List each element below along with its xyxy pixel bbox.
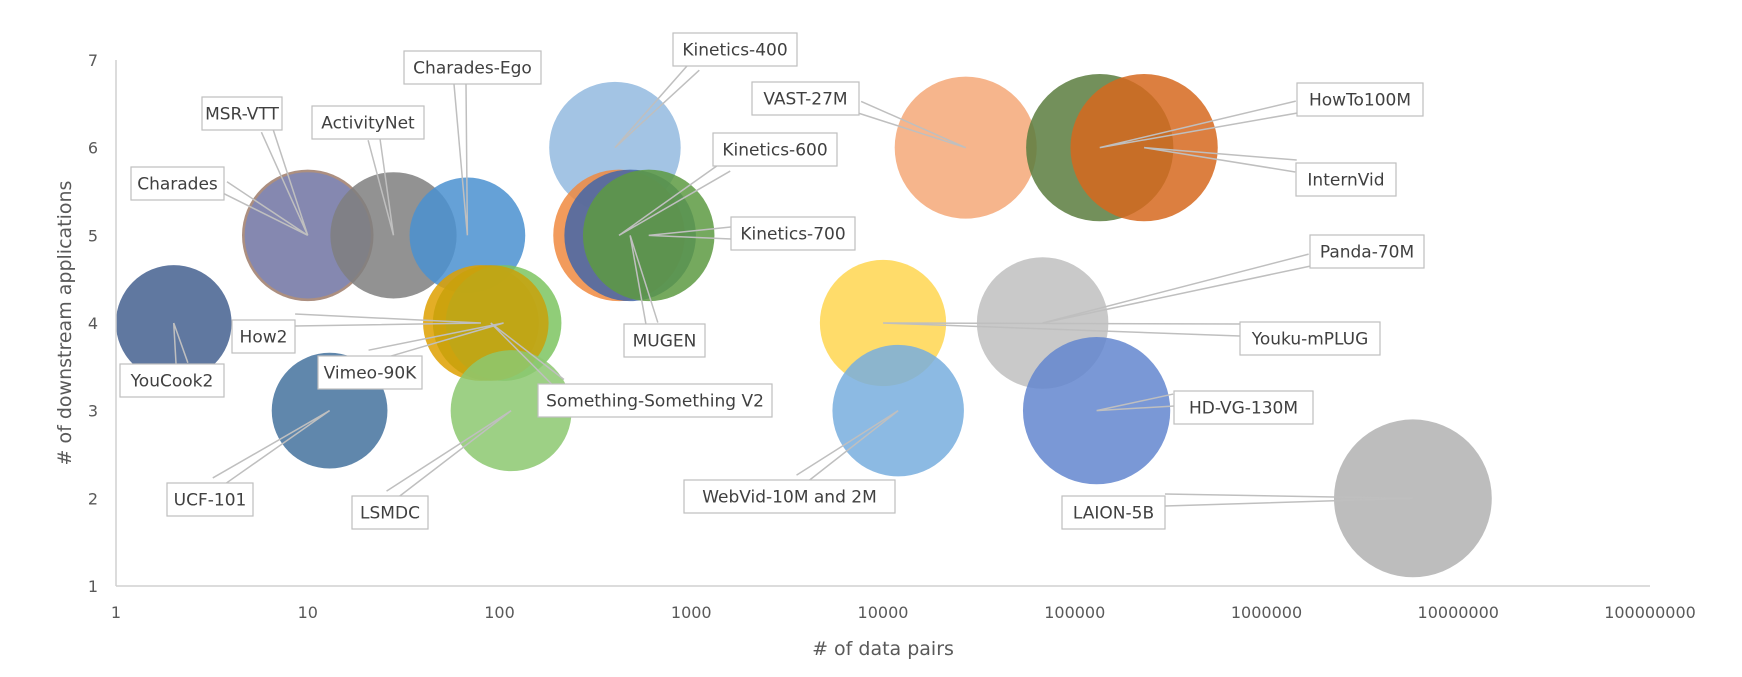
callout-label-internvid: InternVid (1307, 171, 1384, 191)
callout-box-hd-vg-130m (1173, 390, 1314, 425)
y-tick-labels: 1 2 3 4 5 6 7 (88, 51, 98, 596)
x-tick-label: 10000 (858, 603, 909, 622)
callout-label-panda-70m: Panda-70M (1320, 243, 1414, 263)
callout-leader-msr-vtt (260, 127, 309, 236)
callout-box-vast-27m (751, 81, 860, 116)
x-tick-label: 1 (111, 603, 121, 622)
callout-label-kinetics-700: Kinetics-700 (740, 225, 845, 245)
y-tick-label: 7 (88, 51, 98, 70)
callout-label-charades: Charades (137, 175, 218, 195)
bubble-hd-vg-130m (1022, 337, 1171, 485)
callout-label-activitynet: ActivityNet (321, 114, 415, 134)
callout-leader-panda-70m (1042, 253, 1312, 324)
callout-label-laion-5b: LAION-5B (1073, 504, 1154, 524)
x-tick-label: 10000000 (1418, 603, 1499, 622)
callout-leader-internvid (1143, 146, 1297, 173)
callout-leader-ucf-101 (212, 410, 331, 489)
callout-leader-webvid-10m-and-2m (796, 410, 899, 486)
x-tick-label: 1000 (671, 603, 712, 622)
y-tick-label: 6 (88, 139, 98, 158)
y-tick-label: 4 (88, 314, 98, 333)
callout-box-charades (130, 166, 225, 201)
callout-label-kinetics-600: Kinetics-600 (722, 141, 827, 161)
x-tick-label: 100000 (1044, 603, 1105, 622)
callout-label-charades-ego: Charades-Ego (413, 59, 532, 79)
callout-label-youku-mplug: Youku-mPLUG (1251, 330, 1369, 350)
callout-label-youcook2: YouCook2 (130, 372, 214, 392)
callout-box-activitynet (311, 105, 425, 140)
x-tick-label: 100000000 (1604, 603, 1696, 622)
callout-box-charades-ego (403, 50, 542, 85)
callout-box-kinetics-700 (730, 216, 856, 251)
callout-leader-lsmdc (386, 410, 512, 502)
callout-leader-kinetics-600 (618, 160, 731, 236)
x-tick-label: 100 (484, 603, 515, 622)
callout-leader-howto100m (1099, 100, 1299, 149)
callout-box-howto100m (1296, 82, 1424, 117)
callout-box-webvid-10m-and-2m (683, 479, 896, 514)
y-tick-label: 1 (88, 577, 98, 596)
callout-box-panda-70m (1309, 234, 1425, 269)
callout-box-kinetics-400 (672, 32, 798, 67)
callout-leader-youku-mplug (882, 322, 1241, 337)
callout-leader-charades (220, 181, 309, 237)
callout-leader-youcook2 (172, 322, 189, 366)
callout-leader-activitynet (367, 137, 395, 236)
callout-leader-kinetics-700 (648, 226, 732, 240)
callout-label-vimeo-90k: Vimeo-90K (324, 364, 417, 384)
callout-box-internvid (1295, 162, 1397, 197)
callout-label-ucf-101: UCF-101 (174, 491, 247, 511)
y-tick-label: 3 (88, 402, 98, 421)
callout-leader-how2 (294, 313, 481, 327)
bubble-lsmdc (450, 350, 572, 472)
callout-box-something-something-v2 (537, 383, 773, 418)
callout-label-webvid-10m-and-2m: WebVid-10M and 2M (702, 488, 877, 508)
x-tick-label: 1000000 (1231, 603, 1302, 622)
callout-box-youcook2 (119, 363, 225, 398)
callout-box-vimeo-90k (317, 355, 423, 390)
callout-label-how2: How2 (240, 328, 288, 348)
callout-box-mugen (623, 323, 706, 358)
callout-box-how2 (231, 319, 296, 354)
y-axis-title: # of downstream applications (54, 181, 76, 466)
callout-label-mugen: MUGEN (633, 332, 697, 352)
callout-label-vast-27m: VAST-27M (763, 90, 847, 110)
callout-box-laion-5b (1061, 495, 1166, 530)
callout-leader-vimeo-90k (368, 322, 504, 363)
callout-label-howto100m: HowTo100M (1309, 91, 1411, 111)
x-axis-title: # of data pairs (812, 638, 954, 660)
callout-box-msr-vtt (201, 96, 283, 131)
callout-label-lsmdc: LSMDC (360, 504, 420, 524)
callout-layer: Charades MSR-VTT ActivityNet Charades-Ego Yo… (119, 32, 1425, 530)
callout-box-kinetics-600 (712, 132, 838, 167)
y-tick-label: 2 (88, 489, 98, 508)
callout-leader-mugen (629, 235, 659, 326)
callout-label-kinetics-400: Kinetics-400 (682, 41, 787, 61)
callout-leader-hd-vg-130m (1096, 393, 1175, 412)
callout-label-hd-vg-130m: HD-VG-130M (1189, 399, 1298, 419)
y-tick-label: 5 (88, 226, 98, 245)
callout-leader-something-something-v2 (490, 322, 565, 390)
callout-label-msr-vtt: MSR-VTT (205, 105, 279, 125)
callout-box-ucf-101 (166, 482, 254, 517)
callout-box-youku-mplug (1239, 321, 1381, 356)
callout-leader-laion-5b (1164, 493, 1413, 507)
x-tick-label: 10 (298, 603, 318, 622)
callout-box-lsmdc (351, 495, 429, 530)
callout-leader-vast-27m (856, 100, 967, 149)
axes: 1 10 100 1000 10000 100000 1000000 10000000 1000… (54, 51, 1696, 660)
x-tick-labels: 1 10 100 1000 10000 100000 1000000 10000000 1000… (111, 603, 1696, 622)
callout-leader-kinetics-400 (614, 61, 700, 149)
callout-leader-charades-ego (453, 83, 469, 236)
callout-label-something-something-v2: Something-Something V2 (546, 392, 764, 412)
